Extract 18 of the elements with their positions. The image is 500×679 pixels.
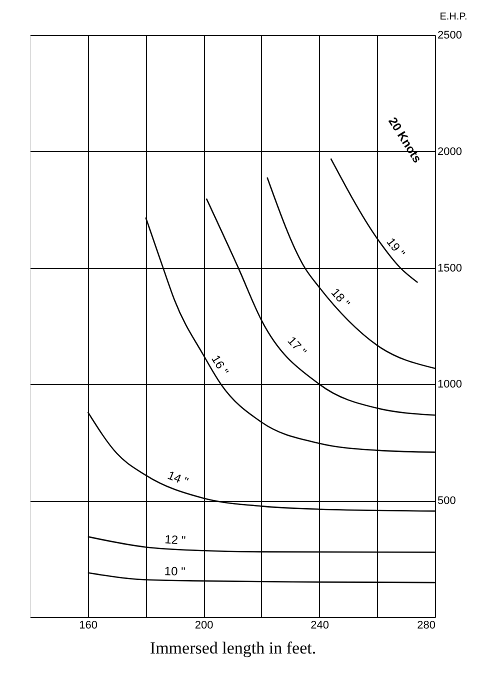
x-tick-label: 240 [310, 620, 329, 632]
text: 19 " [384, 235, 408, 260]
text: 16 " [208, 352, 232, 378]
y-axis-title: E.H.P. [440, 12, 468, 22]
x-tick-label: 200 [194, 620, 214, 632]
text: 17 " [284, 334, 310, 359]
x-axis-title: Immersed length in feet. [150, 638, 316, 658]
y-tick-label: 1000 [438, 378, 462, 391]
series-label: 12 " [164, 532, 186, 548]
series-label: 10 " [164, 564, 186, 579]
y-tick-label: 2500 [438, 30, 462, 42]
y-tick-label: 2000 [438, 146, 462, 158]
y-tick-label: 1500 [438, 262, 462, 274]
x-tick-label: 280 [417, 620, 436, 632]
text: 14 " [166, 468, 190, 489]
x-tick-label: 160 [79, 620, 98, 632]
y-tick-label: 500 [438, 495, 456, 508]
text: 18 " [328, 285, 353, 310]
